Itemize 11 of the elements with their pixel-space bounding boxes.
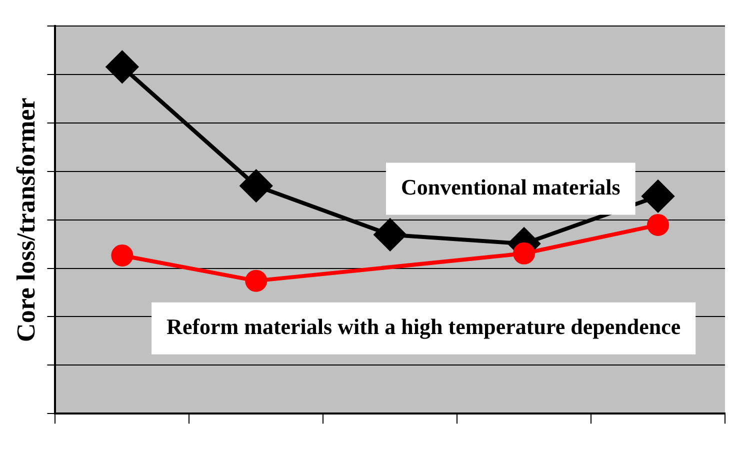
point: [240, 170, 272, 202]
series-label: Conventional materials: [400, 174, 621, 200]
point: [642, 180, 674, 212]
point: [106, 50, 138, 83]
point: [374, 218, 406, 251]
point: [245, 270, 268, 292]
point: [111, 244, 134, 267]
y-axis-title: Core loss/transformer: [11, 98, 40, 342]
point: [513, 242, 536, 264]
point: [647, 214, 670, 236]
text: Reform materials with a high temperature dependence: [166, 314, 681, 340]
